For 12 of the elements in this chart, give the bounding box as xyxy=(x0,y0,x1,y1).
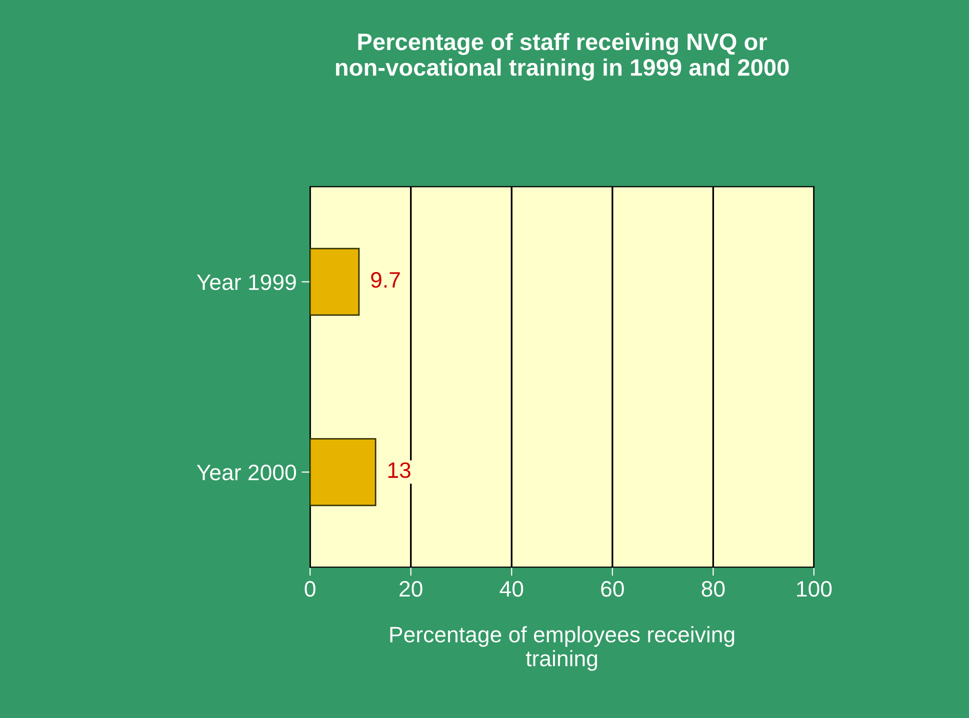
x-tick-label: 60 xyxy=(601,581,624,597)
x-tick-label: 20 xyxy=(400,581,422,597)
x-tick-label: 0 xyxy=(304,581,316,597)
chart-title: Percentage of staff receiving NVQ or non-vocational training in 1999 and 2000 xyxy=(336,32,789,81)
y-tick-label: Year 2000 xyxy=(196,464,296,480)
x-tick-label: 100 xyxy=(797,581,832,597)
y-tick-label: Year 1999 xyxy=(196,274,296,290)
x-tick-label: 80 xyxy=(702,581,725,597)
data-label: 9.7 xyxy=(371,272,400,288)
x-tick-label: 40 xyxy=(500,581,524,597)
x-axis-title: Percentage of employees receiving training xyxy=(390,626,734,671)
data-label: 13 xyxy=(388,462,410,478)
